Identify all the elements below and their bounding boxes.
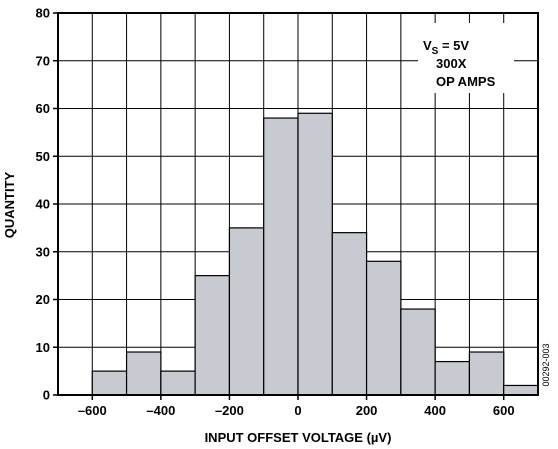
histogram-bar: [297, 112, 333, 396]
x-tick-label: 600: [493, 403, 515, 418]
histogram-bar: [434, 360, 471, 396]
bars: [91, 112, 539, 396]
histogram-bar: [228, 227, 265, 396]
axis-frame: [53, 12, 539, 400]
y-tick-label: 0: [43, 388, 50, 403]
y-tick-label: 70: [36, 53, 50, 68]
y-tick-label: 10: [36, 340, 50, 355]
x-tick-label: 400: [424, 403, 446, 418]
x-tick-label: –600: [78, 403, 107, 418]
histogram-bar: [125, 351, 162, 396]
annotation-line-3: OP AMPS: [436, 74, 496, 89]
histogram-bar: [263, 117, 299, 396]
annotation-line-1: VS = 5V: [423, 38, 469, 57]
annotation-background: [418, 23, 514, 93]
histogram-bar: [160, 370, 196, 396]
y-tick-label: 60: [36, 101, 50, 116]
histogram-bar: [194, 275, 231, 396]
figure-code: 00292-003: [541, 343, 551, 386]
histogram-bar: [365, 260, 402, 396]
y-axis-title: QUANTITY: [2, 171, 17, 238]
y-tick-label: 50: [36, 149, 50, 164]
annotation-line-2: 300X: [436, 56, 467, 71]
histogram-bar: [503, 384, 539, 396]
x-tick-label: –200: [215, 403, 244, 418]
y-tick-label: 20: [36, 292, 50, 307]
y-tick-label: 80: [36, 6, 50, 21]
histogram-bar: [331, 232, 368, 396]
tick-labels: 0 10 20 30 40 50 60 70 80 –600 –400 –200 0 200 400 600: [36, 6, 515, 419]
x-tick-label: 200: [356, 403, 378, 418]
x-tick-label: –400: [146, 403, 175, 418]
y-tick-label: 40: [36, 197, 50, 212]
histogram-bar: [400, 308, 436, 396]
histogram-bar: [91, 370, 128, 396]
x-axis-title: INPUT OFFSET VOLTAGE (µV): [205, 430, 392, 445]
histogram-bar: [468, 351, 505, 396]
x-tick-label: 0: [294, 403, 301, 418]
y-tick-label: 30: [36, 244, 50, 259]
